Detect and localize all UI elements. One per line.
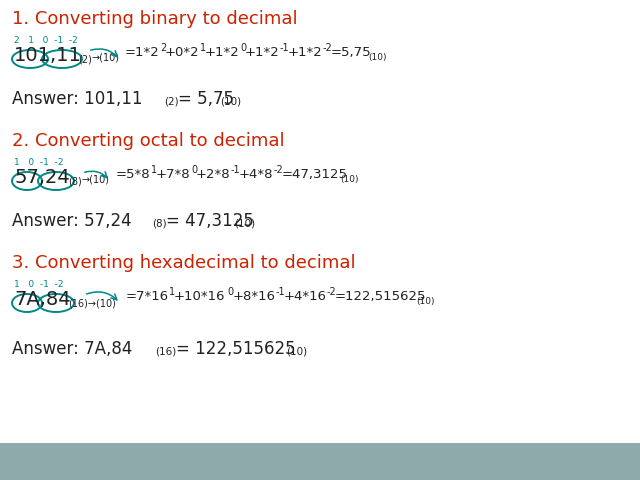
Text: -2: -2 xyxy=(323,43,333,53)
Text: +1*2: +1*2 xyxy=(245,46,280,59)
Text: (10): (10) xyxy=(340,175,358,184)
Text: 1: 1 xyxy=(151,165,157,175)
Text: =5*8: =5*8 xyxy=(116,168,150,181)
Text: +1*2: +1*2 xyxy=(288,46,323,59)
Text: -2: -2 xyxy=(274,165,284,175)
Text: (10): (10) xyxy=(286,347,307,357)
Text: 2: 2 xyxy=(160,43,166,53)
Text: 101,11: 101,11 xyxy=(14,46,82,65)
Text: 1: 1 xyxy=(200,43,206,53)
Text: = 47,3125: = 47,3125 xyxy=(166,212,254,230)
Text: = 122,515625: = 122,515625 xyxy=(176,340,296,358)
Text: 2. Converting octal to decimal: 2. Converting octal to decimal xyxy=(12,132,285,150)
FancyBboxPatch shape xyxy=(0,443,640,480)
Text: 1: 1 xyxy=(169,287,175,297)
Text: 0: 0 xyxy=(191,165,197,175)
Text: 0: 0 xyxy=(240,43,246,53)
Text: 1. Converting binary to decimal: 1. Converting binary to decimal xyxy=(12,10,298,28)
Text: (16)→(10): (16)→(10) xyxy=(68,299,116,309)
Text: +0*2: +0*2 xyxy=(165,46,200,59)
Text: 7A,84: 7A,84 xyxy=(14,290,70,309)
Text: =5,75: =5,75 xyxy=(331,46,372,59)
Text: 1   0  -1  -2: 1 0 -1 -2 xyxy=(14,280,63,289)
Text: 3. Converting hexadecimal to decimal: 3. Converting hexadecimal to decimal xyxy=(12,254,356,272)
Text: (10): (10) xyxy=(368,53,387,62)
Text: Answer: 101,11: Answer: 101,11 xyxy=(12,90,143,108)
Text: (10): (10) xyxy=(220,97,241,107)
Text: +1*2: +1*2 xyxy=(205,46,240,59)
Text: (8): (8) xyxy=(68,177,82,187)
Text: =7*16: =7*16 xyxy=(126,290,169,303)
Text: =47,3125: =47,3125 xyxy=(282,168,348,181)
Text: +8*16: +8*16 xyxy=(233,290,276,303)
Text: +2*8: +2*8 xyxy=(196,168,230,181)
Text: -2: -2 xyxy=(327,287,337,297)
Text: (16): (16) xyxy=(155,347,176,357)
Text: (2): (2) xyxy=(164,97,179,107)
Text: =1*2: =1*2 xyxy=(125,46,160,59)
Text: +7*8: +7*8 xyxy=(156,168,191,181)
Text: -1: -1 xyxy=(231,165,241,175)
Text: Answer: 57,24: Answer: 57,24 xyxy=(12,212,132,230)
Text: -1: -1 xyxy=(280,43,290,53)
Text: = 5,75: = 5,75 xyxy=(178,90,234,108)
Text: 2   1   0  -1  -2: 2 1 0 -1 -2 xyxy=(14,36,77,45)
Text: +10*16: +10*16 xyxy=(174,290,225,303)
Text: (8): (8) xyxy=(152,219,166,229)
Text: →(10): →(10) xyxy=(82,175,110,185)
Text: +4*16: +4*16 xyxy=(284,290,327,303)
Text: (2): (2) xyxy=(78,55,92,65)
Text: (10): (10) xyxy=(416,297,435,306)
Text: →(10): →(10) xyxy=(92,53,120,63)
Text: =122,515625: =122,515625 xyxy=(335,290,426,303)
Text: -1: -1 xyxy=(276,287,285,297)
Text: 57,24: 57,24 xyxy=(14,168,70,187)
Text: (10): (10) xyxy=(234,219,255,229)
Text: Answer: 7A,84: Answer: 7A,84 xyxy=(12,340,132,358)
Text: 0: 0 xyxy=(227,287,233,297)
Text: 1   0  -1  -2: 1 0 -1 -2 xyxy=(14,158,63,167)
Text: +4*8: +4*8 xyxy=(239,168,273,181)
